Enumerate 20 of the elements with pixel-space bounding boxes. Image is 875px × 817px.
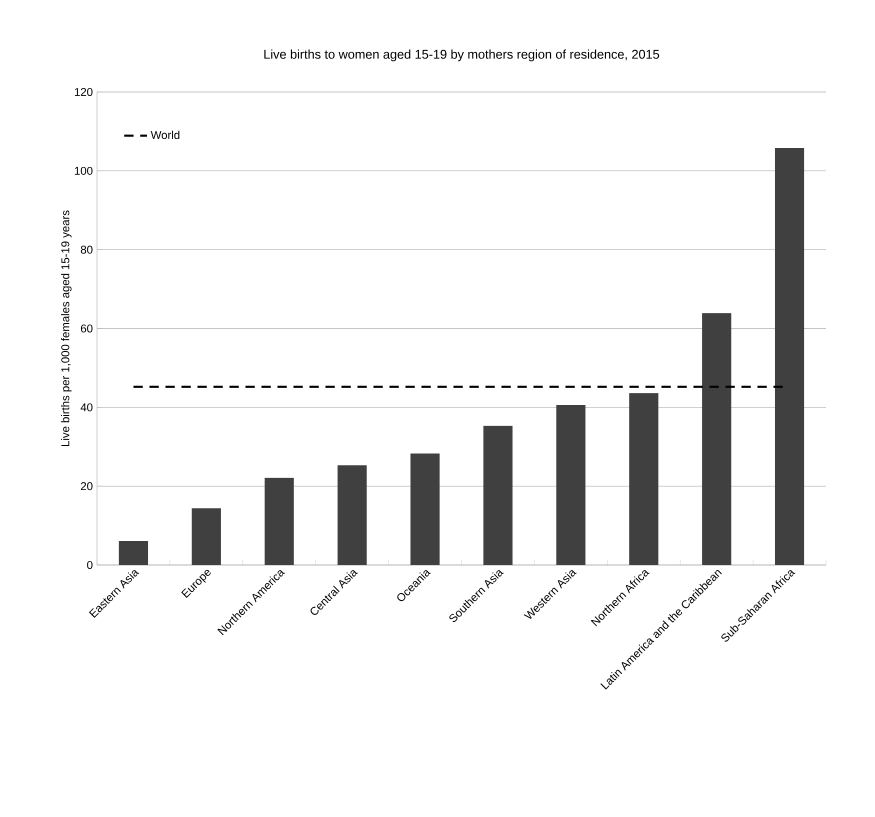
bar — [556, 404, 586, 565]
y-tick-label: 100 — [74, 166, 93, 175]
y-axis-title: Live births per 1,000 females aged 15-19 years — [60, 210, 72, 446]
bar — [629, 393, 658, 565]
bar — [192, 508, 221, 565]
bar — [338, 465, 367, 565]
bar — [702, 313, 732, 565]
y-tick-label: 0 — [87, 560, 93, 569]
y-tick-label: 80 — [80, 246, 93, 254]
y-tick-label: 40 — [80, 403, 93, 412]
y-tick-label: 60 — [80, 324, 93, 332]
bar — [118, 540, 148, 565]
y-tick-label: 120 — [74, 88, 93, 96]
chart-title: Live births to women aged 15-19 by mothers region of residence, 2015 — [264, 49, 660, 62]
bar — [264, 478, 294, 565]
bar — [774, 148, 804, 565]
bar — [410, 453, 440, 565]
bar — [483, 426, 513, 565]
y-tick-label: 20 — [80, 482, 93, 490]
legend-label: World — [150, 130, 180, 140]
